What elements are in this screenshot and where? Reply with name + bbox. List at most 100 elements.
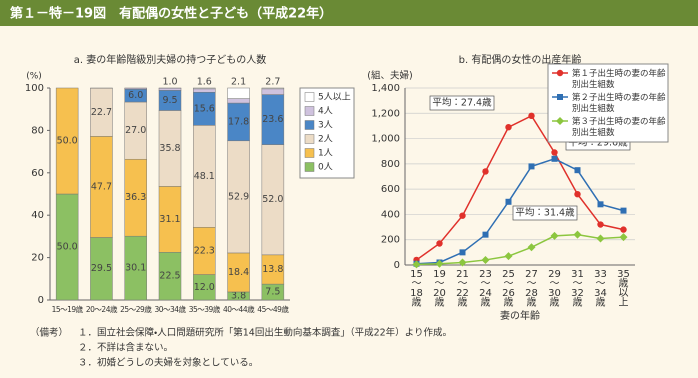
data-label: 48.1 (194, 171, 215, 182)
legend-label: 2人 (318, 135, 333, 145)
marker (527, 243, 536, 252)
marker (574, 167, 581, 174)
legend-swatch (304, 134, 315, 144)
legend-marker (556, 69, 564, 77)
x-tick-label: 35 歳以上 (617, 269, 630, 309)
legend-swatch (304, 106, 315, 116)
bar-segment (158, 87, 182, 91)
data-label: 36.3 (125, 192, 146, 203)
legend-swatch (304, 148, 315, 158)
data-label: 50.0 (57, 136, 78, 147)
data-label: 13.8 (262, 264, 283, 275)
chart-title: a. 妻の年齢階級別夫婦の持つ子どもの人数 (74, 53, 267, 66)
legend-label: 第３子出生時の妻の年齢別出生組数 (572, 116, 666, 138)
series-line (416, 233, 624, 266)
marker (574, 191, 581, 198)
y-tick-label: 600 (381, 184, 400, 195)
marker (597, 201, 604, 208)
data-label: 23.6 (262, 114, 283, 125)
x-tick-label: 45～49歳 (257, 304, 289, 314)
marker (551, 155, 558, 162)
x-tick-label: 31 ～ 32 歳 (571, 269, 584, 309)
marker (436, 240, 443, 247)
data-label: 7.5 (265, 287, 280, 298)
chart-title: b. 有配偶の女性の出産年齢 (459, 53, 582, 66)
x-tick-label: 29 ～ 30 歳 (548, 269, 561, 309)
x-tick-label: 35～39歳 (189, 304, 221, 314)
legend-label: 0人 (318, 163, 333, 173)
marker (482, 231, 489, 238)
marker (528, 112, 535, 120)
data-label: 3.8 (231, 290, 246, 301)
bar-segment (193, 87, 216, 90)
legend-marker (557, 94, 563, 100)
x-tick-label: 25～29歳 (120, 304, 152, 314)
marker (620, 226, 627, 233)
data-label: 47.7 (91, 181, 112, 192)
x-tick-label: 33 ～ 34 歳 (594, 269, 607, 309)
marker (551, 149, 558, 156)
data-label: 35.8 (159, 143, 180, 154)
y-tick-label: 200 (381, 235, 400, 246)
legend-swatch (304, 120, 315, 130)
marker (620, 207, 627, 214)
notes-label: （備考） (30, 327, 68, 339)
annotation-box (512, 205, 578, 221)
data-label: 52.9 (228, 191, 249, 202)
note: １．国立社会保障・人口問題研究所「第14回出生動向基本調査」（平成22年）より作… (78, 327, 452, 339)
data-label: 22.3 (194, 245, 215, 256)
x-tick-label: 15 ～ 18 歳 (410, 269, 423, 309)
legend-label: 第２子出生時の妻の年齢別出生組数 (572, 92, 666, 114)
x-tick-label: 19 ～ 20 歳 (433, 269, 446, 309)
legend-swatch (304, 162, 315, 172)
marker (597, 221, 604, 228)
legend-label: 4人 (318, 107, 333, 117)
bar-segment (227, 98, 250, 104)
marker (435, 259, 444, 268)
annotation-box (429, 95, 495, 111)
y-tick-label: 400 (381, 209, 400, 220)
bar-segment (227, 87, 250, 99)
x-tick-label: 15～19歳 (52, 304, 84, 314)
bar-segment (261, 88, 285, 95)
series-line (416, 157, 624, 265)
data-label: 31.1 (159, 214, 180, 225)
page-title: 第１－特－19図 有配偶の女性と子ども（平成22年） (9, 6, 332, 22)
marker (505, 123, 512, 131)
y-tick-label: 20 (31, 253, 44, 264)
marker (459, 212, 466, 219)
marker (412, 260, 421, 269)
data-label: 17.8 (228, 116, 249, 127)
marker (458, 258, 467, 267)
title-bar (0, 0, 698, 26)
legend-swatch (304, 92, 315, 102)
data-label: 22.5 (159, 271, 180, 282)
data-label: 12.0 (194, 282, 215, 293)
data-label: 50.0 (57, 242, 78, 253)
y-tick-label: 100 (25, 83, 44, 94)
data-label: 27.0 (125, 125, 146, 136)
marker (504, 252, 513, 261)
marker (528, 163, 535, 170)
legend-label: 3人 (318, 121, 333, 131)
bar-segment (193, 88, 216, 93)
annotation: 平均：31.4歳 (515, 207, 575, 219)
data-label: 18.4 (228, 267, 249, 278)
data-label: 2.7 (265, 77, 280, 88)
data-label: 1.0 (162, 77, 177, 88)
legend-box (547, 63, 669, 143)
x-tick-label: 30～34歳 (154, 304, 186, 314)
y-tick-label: 80 (31, 125, 44, 136)
y-tick-label: 60 (31, 168, 44, 179)
y-tick-label: 40 (31, 210, 44, 221)
marker (481, 255, 490, 264)
marker (550, 231, 559, 240)
bar-segment (55, 87, 79, 195)
data-label: 30.1 (125, 263, 146, 274)
y-axis-label: (組、夫婦) (367, 70, 412, 82)
x-tick-label: 27 ～ 28 歳 (525, 269, 538, 309)
legend-label: 第１子出生時の妻の年齢別出生組数 (572, 68, 666, 90)
data-label: 1.6 (197, 77, 212, 88)
x-tick-label: 23 ～ 24 歳 (479, 269, 492, 309)
legend-marker (556, 117, 564, 125)
